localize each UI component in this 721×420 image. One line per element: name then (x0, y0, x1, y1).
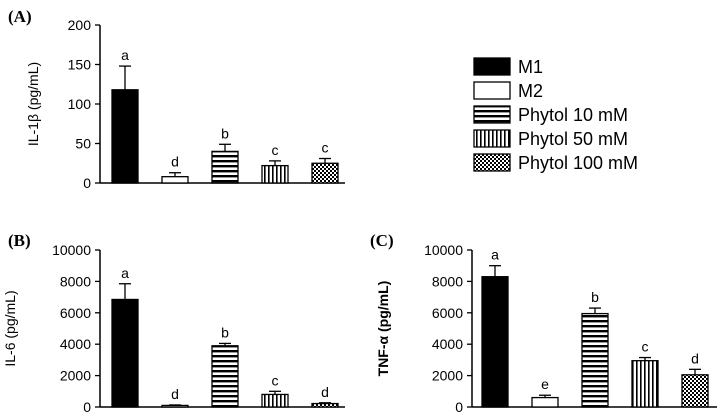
legend-swatch-m2 (473, 81, 511, 100)
significance-letter: c (642, 339, 649, 355)
y-axis-label: TNF-α (pg/mL) (375, 281, 391, 377)
panel-label: (A) (8, 7, 32, 26)
y-tick-label: 8000 (60, 273, 91, 289)
panel-a-il1b: (A) 0 50 100 150 200 IL-1β (pg/mL) a d b c c (8, 7, 345, 191)
bar-m2 (161, 176, 189, 184)
y-tick-label: 0 (83, 175, 91, 191)
panel-label: (C) (370, 231, 394, 250)
bar-phytol-50-mm (631, 360, 659, 408)
bar-m2 (161, 404, 189, 408)
bar-m1 (111, 89, 139, 184)
significance-letter: a (121, 265, 129, 281)
bar-m1 (481, 276, 509, 408)
y-tick-label: 2000 (432, 368, 463, 384)
y-tick-label: 10000 (52, 242, 91, 258)
significance-letter: c (322, 140, 329, 156)
legend-label-m1: M1 (518, 57, 543, 77)
y-axis-label: IL-1β (pg/mL) (25, 62, 41, 146)
y-tick-label: 10000 (424, 242, 463, 258)
y-tick-label: 2000 (60, 368, 91, 384)
bar-phytol-100-mm (681, 374, 709, 408)
panel-label: (B) (8, 231, 31, 250)
y-tick-label: 100 (68, 96, 92, 112)
legend-swatch-phytol-100-mm (473, 153, 511, 172)
bar-m2 (531, 396, 559, 408)
significance-letter: a (121, 47, 129, 63)
significance-letter: e (541, 376, 549, 392)
legend-label-phytol-50-mm: Phytol 50 mM (518, 129, 628, 149)
legend-label-phytol-10-mm: Phytol 10 mM (518, 105, 628, 125)
significance-letter: c (272, 142, 279, 158)
bar-m1 (111, 298, 139, 408)
significance-letter: a (491, 247, 499, 263)
y-tick-label: 8000 (432, 273, 463, 289)
bar-phytol-10-mm (581, 312, 609, 408)
significance-letter: d (171, 386, 179, 402)
significance-letter: b (221, 324, 229, 340)
bar-phytol-50-mm (261, 164, 289, 184)
significance-letter: b (591, 289, 599, 305)
y-tick-label: 6000 (432, 305, 463, 321)
bar-phytol-100-mm (311, 162, 339, 184)
legend-swatch-phytol-10-mm (473, 105, 511, 124)
significance-letter: d (691, 350, 699, 366)
y-tick-label: 4000 (432, 336, 463, 352)
bar-phytol-100-mm (311, 402, 339, 408)
legend-swatch-m1 (473, 57, 511, 76)
y-tick-label: 0 (455, 399, 463, 415)
y-tick-label: 4000 (60, 336, 91, 352)
y-tick-label: 6000 (60, 305, 91, 321)
significance-letter: d (171, 154, 179, 170)
legend-label-phytol-100-mm: Phytol 100 mM (518, 153, 638, 173)
y-tick-label: 0 (83, 399, 91, 415)
legend: M1 M2 Phytol 10 mM Phytol 50 mM Phytol 100 m… (473, 57, 638, 173)
y-tick-label: 200 (68, 17, 92, 33)
significance-letter: d (321, 384, 329, 400)
legend-swatch-phytol-50-mm (473, 129, 511, 148)
significance-letter: c (272, 372, 279, 388)
y-tick-label: 150 (68, 57, 92, 73)
panel-c-tnfa: (C) 0 2000 4000 6000 8000 10000 TNF-α (pg/mL) a e… (370, 231, 717, 415)
significance-letter: b (221, 125, 229, 141)
y-tick-label: 50 (75, 136, 91, 152)
legend-label-m2: M2 (518, 81, 543, 101)
y-axis-label: IL-6 (pg/mL) (2, 290, 18, 366)
panel-b-il6: (B) 0 2000 4000 6000 8000 10000 IL-6 (pg/mL) a d b… (2, 231, 345, 415)
bar-phytol-50-mm (261, 393, 289, 408)
bar-phytol-10-mm (211, 345, 239, 408)
bar-phytol-10-mm (211, 150, 239, 184)
